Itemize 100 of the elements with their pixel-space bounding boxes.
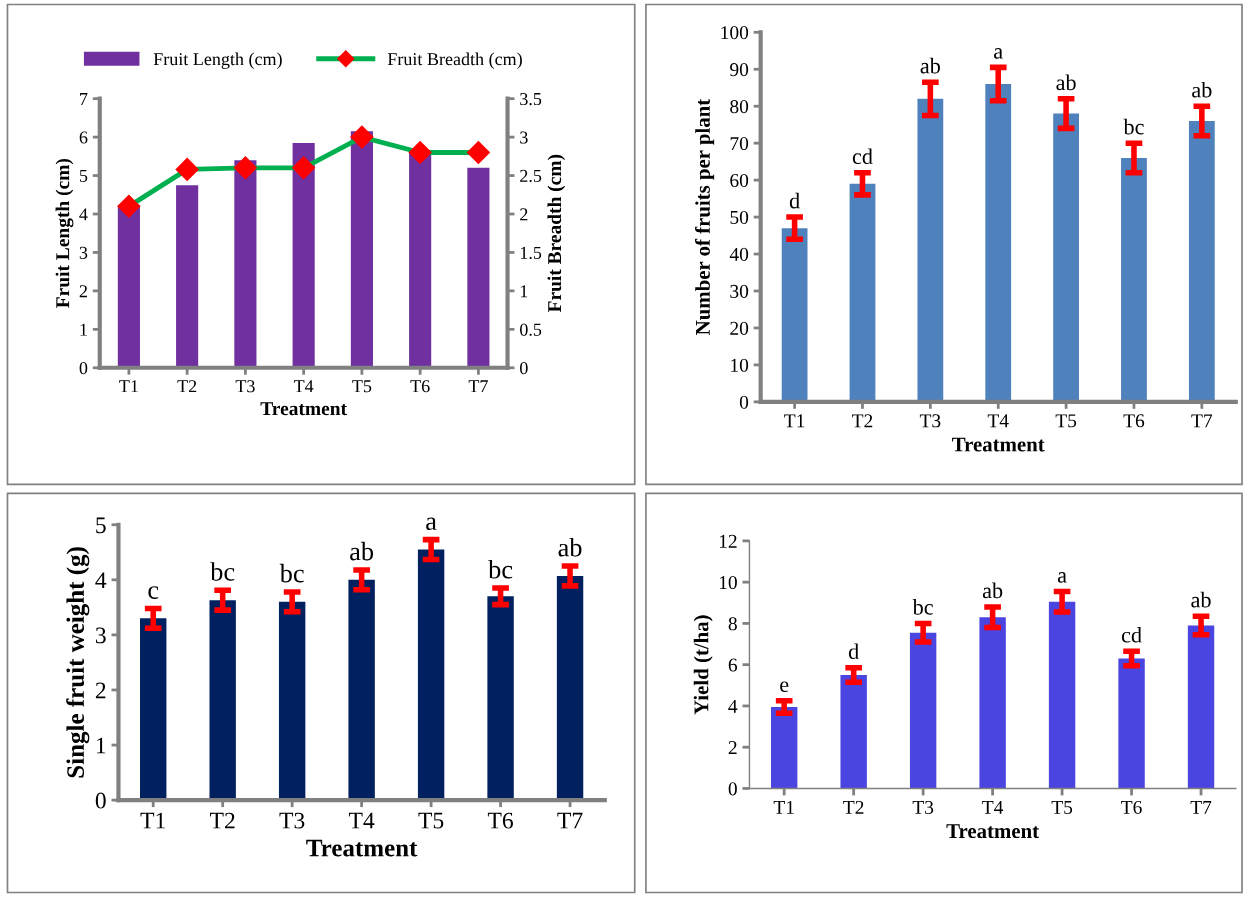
y-tick-label: 40 (729, 247, 749, 261)
y-tick-label: 5 (79, 170, 88, 182)
x-tick-label: T5 (1051, 801, 1073, 814)
x-tick-label: T3 (235, 380, 255, 393)
bar (985, 84, 1012, 402)
bar (117, 206, 140, 368)
bar (840, 674, 867, 789)
x-tick-label: T1 (119, 380, 138, 393)
annotation: d (848, 643, 859, 660)
legend-label: Fruit Breadth (cm) (387, 52, 522, 69)
y-tick-label: 6 (79, 131, 88, 144)
y-tick-label: 50 (730, 210, 749, 225)
x-tick-label: T4 (293, 380, 314, 393)
bar (1048, 601, 1076, 789)
annotation: a (1057, 572, 1067, 583)
y2-tick-label: 0.5 (520, 323, 542, 336)
y2-axis-title: Fruit Breadth (cm) (547, 154, 566, 313)
x-tick-label: T3 (912, 800, 934, 814)
annotation: bc (1123, 118, 1144, 135)
y2-tick-label: 3 (520, 131, 528, 144)
y-tick-label: 2 (95, 682, 106, 699)
annotation: a (426, 517, 437, 531)
bar (292, 142, 315, 368)
y-tick-label: 90 (730, 63, 749, 77)
y-tick-label: 70 (730, 136, 749, 151)
bar (1187, 625, 1215, 789)
x-tick-label: T5 (418, 812, 444, 829)
bar (467, 167, 490, 368)
annotation: ab (982, 582, 1003, 599)
x-tick-label: T2 (177, 380, 197, 393)
bar (917, 98, 944, 402)
y-tick-label: 4 (95, 572, 107, 589)
annotation: e (780, 681, 789, 693)
y-tick-label: 5 (96, 517, 106, 534)
y2-tick-label: 2 (520, 208, 528, 221)
annotation: c (148, 586, 159, 599)
y-tick-label: 0 (79, 362, 88, 375)
y-tick-label: 3 (95, 627, 106, 644)
y2-tick-label: 1.5 (520, 246, 542, 259)
x-tick-label: T7 (1191, 414, 1213, 428)
annotation: ab (558, 537, 582, 557)
y-tick-label: 80 (730, 100, 749, 114)
x-tick-label: T3 (279, 812, 305, 829)
y-tick-label: 0 (739, 395, 749, 409)
annotation: bc (279, 563, 304, 583)
x-tick-label: T5 (1055, 414, 1077, 428)
x-tick-label: T7 (1190, 801, 1212, 814)
y-tick-label: 60 (730, 173, 749, 188)
bar (909, 632, 937, 789)
y-tick-label: 1 (80, 323, 87, 336)
annotation: a (994, 48, 1003, 59)
x-tick-label: T7 (557, 812, 583, 829)
y-tick-label: 12 (719, 534, 737, 548)
bar (209, 600, 236, 801)
y-axis-title: Fruit Length (cm) (55, 159, 74, 308)
y-tick-label: 30 (730, 284, 749, 298)
x-axis-title: Treatment (952, 437, 1045, 452)
annotation: bc (912, 599, 933, 615)
x-tick-label: T4 (987, 414, 1009, 428)
y2-tick-label: 1 (520, 285, 528, 298)
annotation: ab (1192, 81, 1212, 98)
y-tick-label: 8 (728, 617, 737, 631)
x-tick-label: T5 (352, 380, 372, 393)
annotation: ab (350, 541, 374, 561)
annotation: bc (488, 559, 513, 579)
annotation: d (789, 192, 800, 209)
bar (781, 228, 808, 402)
x-tick-label: T2 (209, 812, 235, 829)
annotation: cd (852, 148, 873, 165)
x-axis-title: Treatment (306, 839, 418, 857)
annotation: ab (1191, 591, 1211, 608)
x-axis-title: Treatment (260, 402, 347, 416)
x-tick-label: T6 (487, 812, 513, 829)
y-tick-label: 20 (730, 321, 749, 335)
y-tick-label: 4 (79, 208, 88, 221)
annotation: bc (210, 562, 235, 581)
bar (1121, 157, 1147, 402)
x-tick-label: T2 (843, 800, 864, 814)
bar (979, 617, 1006, 789)
bar (140, 618, 167, 801)
x-tick-label: T4 (348, 812, 375, 829)
bar (1053, 113, 1079, 402)
y-tick-label: 10 (719, 575, 737, 590)
x-tick-label: T7 (468, 380, 488, 393)
bar (487, 596, 514, 801)
x-tick-label: T2 (852, 414, 873, 428)
x-tick-label: T1 (140, 812, 165, 829)
legend-label: Fruit Length (cm) (153, 52, 282, 69)
y-tick-label: 2 (728, 741, 737, 754)
y-axis-title: Number of fruits per plant (695, 98, 715, 335)
bar (1188, 120, 1215, 402)
bar (350, 131, 373, 368)
y-tick-label: 10 (731, 358, 749, 372)
y-tick-label: 0 (95, 792, 106, 809)
bar (417, 549, 445, 801)
x-axis-title: Treatment (946, 824, 1039, 839)
annotation: ab (1056, 74, 1076, 91)
annotation: ab (920, 57, 940, 74)
y2-tick-label: 0 (520, 362, 528, 375)
bar (234, 160, 257, 368)
